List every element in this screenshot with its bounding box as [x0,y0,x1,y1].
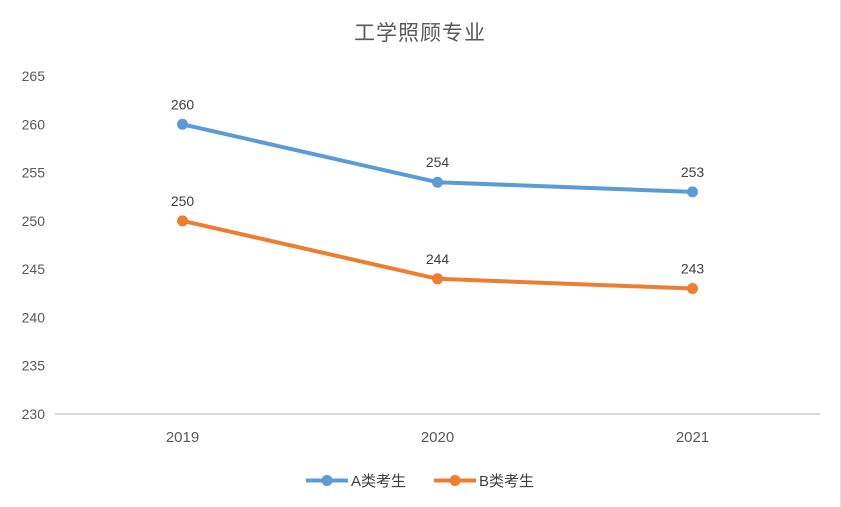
svg-text:260: 260 [171,96,195,112]
svg-text:243: 243 [681,260,705,276]
svg-text:2019: 2019 [166,429,199,446]
svg-text:244: 244 [426,251,450,267]
svg-text:240: 240 [22,309,46,325]
svg-text:254: 254 [426,154,450,170]
svg-text:230: 230 [22,406,46,422]
svg-text:260: 260 [22,116,46,132]
svg-text:245: 245 [22,261,46,277]
legend-item-series-b: B类考生 [434,470,534,491]
legend-label-series-a: A类考生 [350,473,406,490]
svg-text:235: 235 [22,358,46,374]
svg-text:250: 250 [22,213,46,229]
svg-text:2021: 2021 [676,429,709,446]
line-chart: 265 260 255 250 245 240 235 230 2019 2020 2021 260 2… [22,68,820,446]
line-marker-icon [305,475,348,486]
chart-title: 工学照顾专业 [354,22,486,45]
svg-text:2020: 2020 [421,429,454,446]
legend-label-series-b: B类考生 [479,473,535,490]
line-marker-icon [434,475,476,486]
svg-text:265: 265 [22,68,46,84]
legend-item-series-a: A类考生 [305,470,406,491]
svg-text:253: 253 [681,164,705,180]
svg-text:255: 255 [22,165,46,181]
legend: A类考生 B类考生 [0,470,840,491]
svg-text:250: 250 [171,193,195,209]
